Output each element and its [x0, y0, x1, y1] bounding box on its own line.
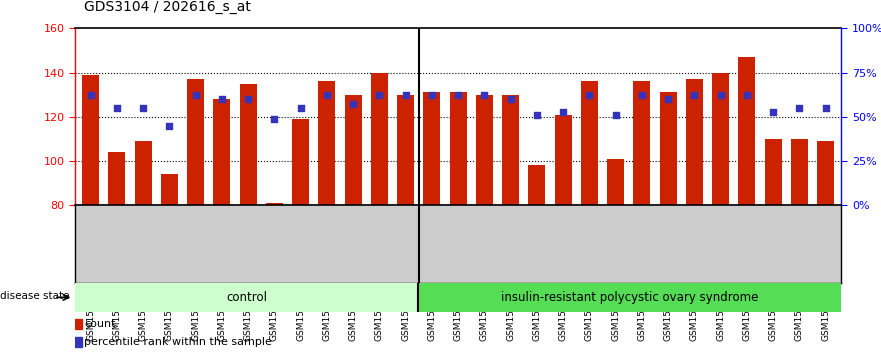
Point: [714, 92, 728, 97]
Bar: [75, 337, 82, 347]
Bar: [266, 203, 283, 205]
Point: [162, 123, 176, 129]
Point: [373, 92, 387, 97]
Bar: [529, 166, 545, 205]
Point: [792, 105, 806, 111]
Bar: [685, 79, 703, 205]
Point: [451, 92, 465, 97]
Point: [215, 96, 229, 102]
Bar: [738, 57, 755, 205]
Bar: [213, 99, 231, 205]
Point: [818, 105, 833, 111]
Bar: [292, 119, 309, 205]
Bar: [82, 75, 100, 205]
Bar: [660, 92, 677, 205]
Bar: [581, 81, 598, 205]
Point: [110, 105, 124, 111]
Point: [346, 101, 360, 107]
Point: [425, 92, 439, 97]
Point: [504, 96, 518, 102]
Bar: [75, 283, 418, 312]
Point: [293, 105, 307, 111]
Bar: [75, 319, 82, 329]
Bar: [817, 141, 834, 205]
Point: [556, 110, 570, 115]
Bar: [161, 175, 178, 205]
Bar: [424, 92, 440, 205]
Bar: [397, 95, 414, 205]
Point: [661, 96, 675, 102]
Point: [320, 92, 334, 97]
Bar: [449, 92, 467, 205]
Point: [267, 116, 281, 122]
Bar: [712, 73, 729, 205]
Bar: [476, 95, 492, 205]
Bar: [607, 159, 624, 205]
Point: [740, 92, 754, 97]
Text: GDS3104 / 202616_s_at: GDS3104 / 202616_s_at: [84, 0, 250, 14]
Text: control: control: [226, 291, 267, 304]
Text: insulin-resistant polycystic ovary syndrome: insulin-resistant polycystic ovary syndr…: [501, 291, 759, 304]
Bar: [135, 141, 152, 205]
Point: [478, 92, 492, 97]
Bar: [554, 115, 572, 205]
Point: [189, 92, 203, 97]
Bar: [318, 81, 336, 205]
Point: [84, 92, 98, 97]
Point: [582, 92, 596, 97]
Bar: [791, 139, 808, 205]
Bar: [418, 283, 841, 312]
Point: [766, 110, 781, 115]
Bar: [633, 81, 650, 205]
Text: disease state: disease state: [0, 291, 70, 301]
Point: [687, 92, 701, 97]
Bar: [502, 95, 519, 205]
Point: [136, 105, 150, 111]
Text: count: count: [85, 319, 116, 329]
Point: [609, 112, 623, 118]
Bar: [240, 84, 256, 205]
Point: [635, 92, 649, 97]
Bar: [187, 79, 204, 205]
Bar: [371, 73, 388, 205]
Bar: [765, 139, 781, 205]
Point: [398, 92, 412, 97]
Bar: [344, 95, 362, 205]
Text: percentile rank within the sample: percentile rank within the sample: [85, 337, 272, 347]
Point: [241, 96, 255, 102]
Bar: [108, 152, 125, 205]
Point: [529, 112, 544, 118]
